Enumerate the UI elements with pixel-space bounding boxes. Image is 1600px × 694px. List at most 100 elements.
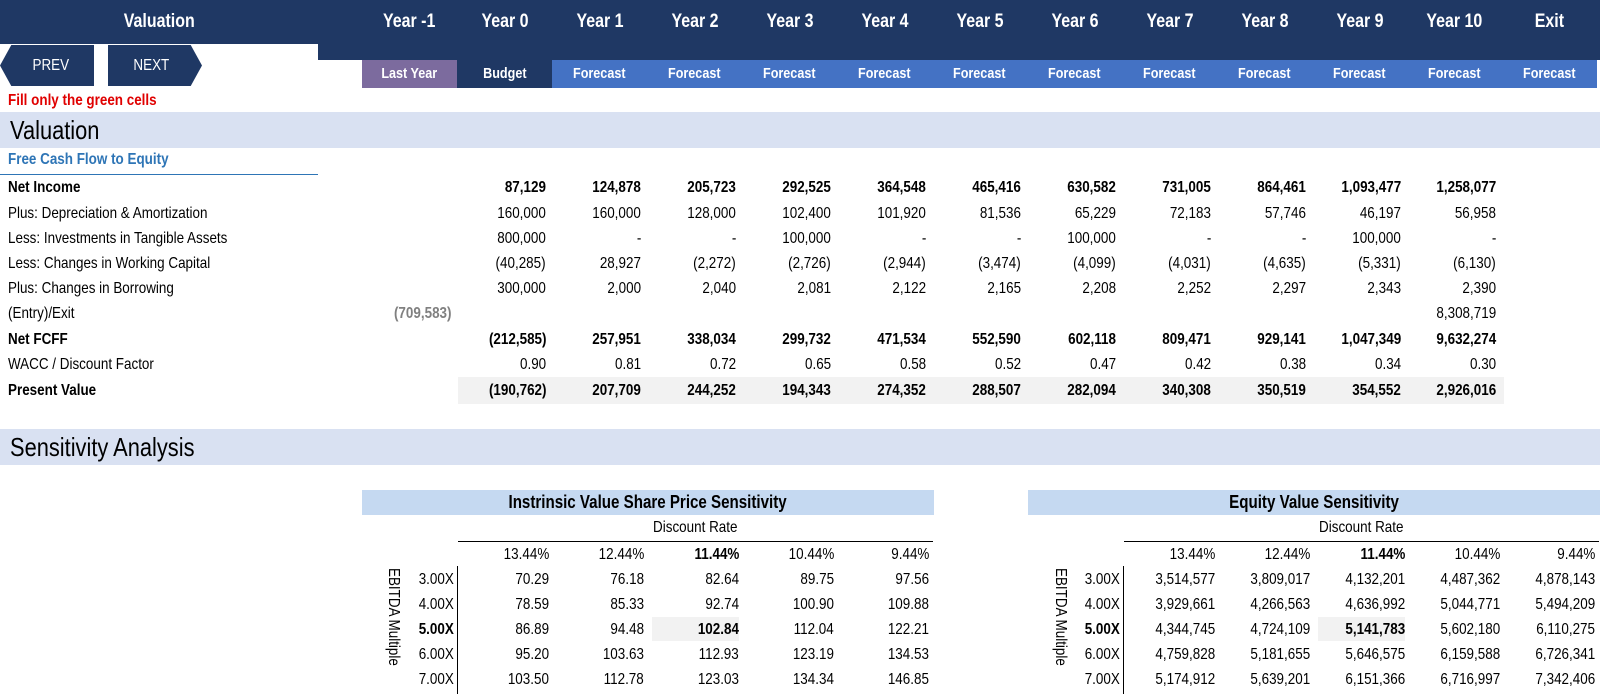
year-header: Year -1 [383, 11, 436, 32]
value-cell: 471,534 [877, 331, 926, 348]
sensitivity-cell: 6,716,997 [1440, 671, 1500, 688]
value-cell: - [731, 230, 736, 247]
value-cell: (3,474) [978, 255, 1021, 272]
value-cell: 128,000 [687, 205, 736, 222]
discount-rate-header: 11.44% [1360, 546, 1405, 563]
year-header: Year 2 [670, 11, 719, 32]
value-cell: 0.30 [1469, 356, 1496, 373]
value-cell: - [1016, 230, 1021, 247]
value-cell: 2,343 [1367, 280, 1401, 297]
ebitda-multiple-label: 5.00X [1084, 621, 1120, 638]
value-cell: 630,582 [1067, 179, 1116, 196]
value-cell: (40,285) [495, 255, 546, 272]
value-cell: 72,183 [1169, 205, 1211, 222]
row-label: WACC / Discount Factor [8, 356, 154, 373]
instruction-note: Fill only the green cells [8, 92, 157, 109]
value-cell: 8,308,719 [1436, 305, 1496, 322]
ebitda-multiple-label: 7.00X [418, 671, 454, 688]
sensitivity-cell: 86.89 [515, 621, 549, 638]
row-label: Plus: Depreciation & Amortization [8, 205, 208, 222]
value-cell: 2,926,016 [1436, 382, 1496, 399]
next-button[interactable]: NEXT [108, 45, 202, 86]
sensitivity-cell: 5,639,201 [1250, 671, 1310, 688]
sensitivity-cell: 134.34 [792, 671, 834, 688]
value-cell: 354,552 [1352, 382, 1401, 399]
sensitivity-cell: 5,141,783 [1345, 621, 1405, 638]
sensitivity-cell: 123.03 [697, 671, 739, 688]
value-cell: 244,252 [687, 382, 736, 399]
value-cell: - [1301, 230, 1306, 247]
year-header: Exit [1534, 11, 1565, 32]
discount-rate-header: 10.44% [788, 546, 834, 563]
value-cell: 0.81 [614, 356, 641, 373]
value-cell: 350,519 [1257, 382, 1306, 399]
sensitivity-cell: 5,181,655 [1250, 646, 1310, 663]
value-cell: 0.47 [1089, 356, 1116, 373]
value-cell: 205,723 [687, 179, 736, 196]
sensitivity-cell: 3,929,661 [1155, 596, 1215, 613]
value-cell: 2,165 [987, 280, 1021, 297]
value-cell: (2,272) [693, 255, 736, 272]
period-type-header: Forecast [1217, 60, 1312, 88]
sensitivity-cell: 146.85 [887, 671, 929, 688]
value-cell: 0.90 [519, 356, 546, 373]
column-axis-label: Discount Rate [1319, 519, 1404, 536]
discount-rate-header: 12.44% [1264, 546, 1310, 563]
base-case-shading [1318, 617, 1405, 641]
ebitda-multiple-label: 5.00X [418, 621, 454, 638]
value-cell: 274,352 [877, 382, 926, 399]
value-cell: (4,099) [1073, 255, 1116, 272]
value-cell: 292,525 [782, 179, 831, 196]
discount-rate-header: 11.44% [694, 546, 739, 563]
row-label: Net FCFF [8, 331, 68, 348]
period-type-header: Forecast [742, 60, 837, 88]
value-cell: 288,507 [972, 382, 1021, 399]
value-cell: 2,040 [702, 280, 736, 297]
sensitivity-cell: 5,602,180 [1440, 621, 1500, 638]
sensitivity-cell: 100.90 [792, 596, 834, 613]
value-cell: 929,141 [1257, 331, 1306, 348]
value-cell: (6,130) [1453, 255, 1496, 272]
value-cell: 102,400 [782, 205, 831, 222]
prev-button[interactable]: PREV [0, 45, 94, 86]
value-cell: 56,958 [1454, 205, 1496, 222]
value-cell: (4,635) [1263, 255, 1306, 272]
valuation-section-title: Valuation [10, 115, 100, 145]
value-cell: 300,000 [497, 280, 546, 297]
period-type-header: Forecast [1502, 60, 1597, 88]
period-type-header: Forecast [1312, 60, 1407, 88]
value-cell: 87,129 [504, 179, 546, 196]
period-type-header: Last Year [362, 60, 457, 88]
value-cell: 2,000 [607, 280, 641, 297]
sensitivity-cell: 4,878,143 [1535, 571, 1595, 588]
sensitivity-cell: 5,646,575 [1345, 646, 1405, 663]
year-header: Year 6 [1050, 11, 1099, 32]
sensitivity-cell: 4,724,109 [1250, 621, 1310, 638]
present-value-shading [458, 377, 1504, 404]
value-cell: 731,005 [1162, 179, 1211, 196]
year-header: Year 5 [955, 11, 1004, 32]
year-header: Year 10 [1426, 11, 1483, 32]
sheet-title: Valuation [123, 11, 195, 32]
value-cell: 65,229 [1074, 205, 1116, 222]
value-cell: 100,000 [1067, 230, 1116, 247]
value-cell: 2,297 [1272, 280, 1306, 297]
value-cell: 0.38 [1279, 356, 1306, 373]
sensitivity-cell: 4,344,745 [1155, 621, 1215, 638]
sensitivity-cell: 94.48 [610, 621, 644, 638]
value-cell: 800,000 [497, 230, 546, 247]
sensitivity-cell: 6,159,588 [1440, 646, 1500, 663]
sensitivity-cell: 85.33 [610, 596, 644, 613]
sensitivity-cell: 134.53 [887, 646, 929, 663]
sensitivity-cell: 5,044,771 [1440, 596, 1500, 613]
discount-rate-header: 12.44% [598, 546, 644, 563]
value-cell: 338,034 [687, 331, 736, 348]
value-cell: (2,944) [883, 255, 926, 272]
value-cell: 100,000 [1352, 230, 1401, 247]
period-type-header: Forecast [1122, 60, 1217, 88]
sensitivity-cell: 3,809,017 [1250, 571, 1310, 588]
sensitivity-cell: 4,759,828 [1155, 646, 1215, 663]
value-cell: 2,208 [1082, 280, 1116, 297]
sensitivity-cell: 112.93 [698, 646, 739, 663]
sensitivity-cell: 103.50 [507, 671, 549, 688]
